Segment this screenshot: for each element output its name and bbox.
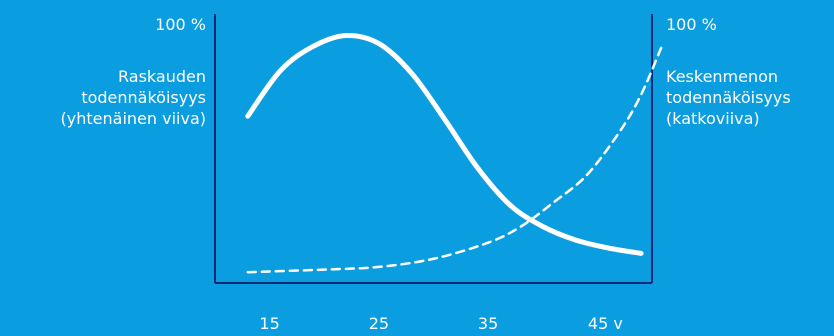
right-axis-title-line-1: Keskenmenon (666, 67, 779, 86)
left-axis-title-line-2: todennäköisyys (81, 88, 206, 107)
left-axis-title-line-1: Raskauden (118, 67, 206, 86)
right-axis-title: Keskenmenon todennäköisyys (katkoviiva) (666, 66, 791, 129)
x-tick-label: 45 v (587, 314, 623, 333)
miscarriage-probability-line (246, 42, 665, 274)
x-tick-label: 25 (368, 314, 390, 333)
left-axis-title: Raskauden todennäköisyys (yhtenäinen vii… (0, 66, 206, 129)
right-axis-max-label: 100 % (666, 15, 717, 34)
left-axis-max-label: 100 % (155, 15, 206, 34)
right-axis-title-line-2: todennäköisyys (666, 88, 791, 107)
x-tick-label: 35 (477, 314, 499, 333)
left-axis-title-line-3: (yhtenäinen viiva) (60, 109, 206, 128)
x-tick-label: 15 (259, 314, 280, 333)
right-axis-title-line-3: (katkoviiva) (666, 109, 760, 128)
pregnancy-probability-line (245, 32, 644, 256)
